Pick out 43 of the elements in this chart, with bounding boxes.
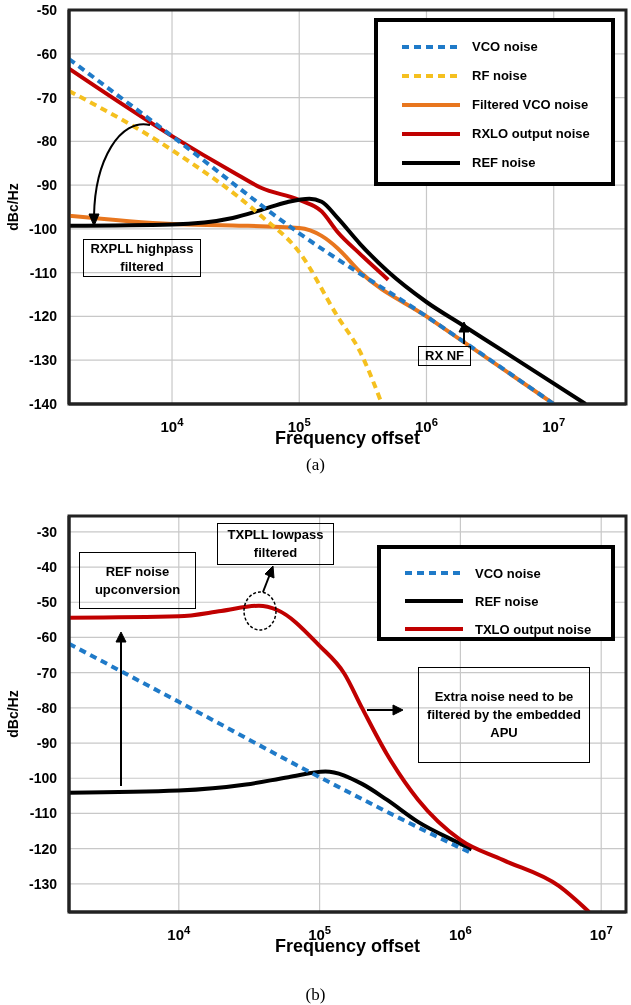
annotation: RXPLL highpass filtered <box>89 240 195 276</box>
legend-label: RF noise <box>472 68 527 83</box>
legend-label: RXLO output noise <box>472 126 590 141</box>
y-tick-label: -110 <box>29 805 58 822</box>
legend-label: VCO noise <box>475 565 541 581</box>
y-tick-label: -40 <box>36 559 58 576</box>
y-tick-label: -130 <box>28 352 58 369</box>
x-tick-label: 10$^{4}$ <box>160 416 185 435</box>
x-tick-label: 10$^{7}$ <box>542 416 566 435</box>
y-tick-label: -50 <box>36 594 58 611</box>
y-tick-label: -130 <box>28 875 58 892</box>
x-tick-label: 10$^{4}$ <box>167 924 192 943</box>
text: (b) <box>305 985 326 1004</box>
y-tick-label: -140 <box>28 396 58 412</box>
y-tick-label: -90 <box>36 735 58 752</box>
y-tick-label: -70 <box>36 89 58 106</box>
y-tick-label: -60 <box>36 629 58 646</box>
x-tick-label: 10$^{6}$ <box>448 924 472 943</box>
y-tick-label: -90 <box>36 177 58 194</box>
y-tick-label: -100 <box>28 220 58 237</box>
annotation: REF noise upconversion <box>93 562 182 599</box>
legend-label: Filtered VCO noise <box>472 97 589 112</box>
legend-label: REF noise <box>472 155 536 170</box>
y-axis-title: dBc/Hz <box>4 183 21 231</box>
y-tick-label: -110 <box>29 264 58 281</box>
x-tick-label: 10$^{7}$ <box>589 924 613 943</box>
y-tick-label: -120 <box>28 840 58 857</box>
y-tick-label: -100 <box>28 770 58 787</box>
legend-label: REF noise <box>475 593 539 609</box>
y-axis-title: dBc/Hz <box>4 690 21 738</box>
annotation: TXPLL lowpass filtered <box>226 526 325 562</box>
y-tick-label: -50 <box>36 2 58 18</box>
y-tick-label: -60 <box>36 45 58 62</box>
y-tick-label: -120 <box>28 308 58 325</box>
y-tick-label: -70 <box>36 664 58 681</box>
y-tick-label: -80 <box>36 133 58 150</box>
y-tick-label: -80 <box>36 699 58 716</box>
text: (a) <box>306 455 325 474</box>
legend-label: TXLO output noise <box>475 621 592 637</box>
annotation: RX NF <box>425 347 464 365</box>
y-tick-label: -30 <box>36 523 58 540</box>
annotation: Extra noise need to be filtered by the embedded APU <box>426 688 582 742</box>
legend-label: VCO noise <box>472 39 538 54</box>
